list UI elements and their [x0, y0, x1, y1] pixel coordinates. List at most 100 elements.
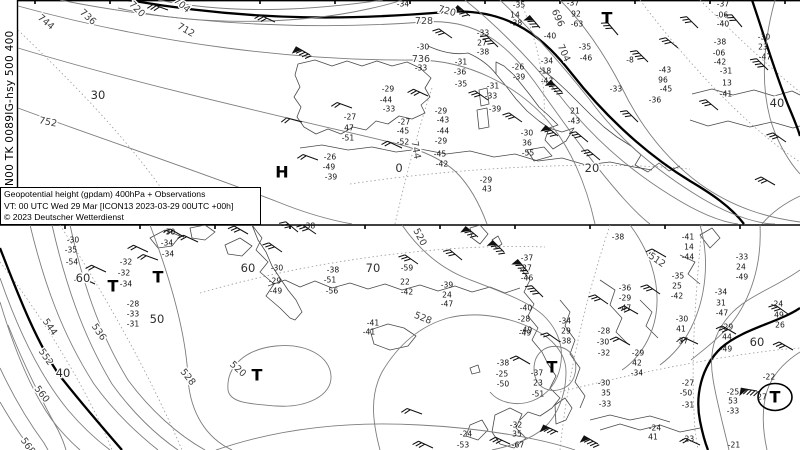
station-value: -24 [460, 430, 473, 439]
station-value: -34 [541, 57, 554, 66]
coastline-path [554, 397, 573, 425]
station-value: -47 [759, 53, 772, 62]
contour-label: 528 [178, 367, 198, 388]
contour-line [763, 0, 800, 175]
station-value: -27 [344, 113, 357, 122]
wind-barb-icon [699, 99, 719, 111]
station-value: -42 [671, 292, 684, 301]
bottom-contours [0, 224, 800, 450]
low-center-marker: T [252, 366, 263, 385]
wind-barb-icon [486, 239, 506, 255]
station-value: -40 [544, 32, 557, 41]
station-value: -30 [676, 315, 689, 324]
station-value: -34 [631, 369, 644, 378]
contour-label: 712 [175, 21, 196, 40]
station-value: 26 [775, 321, 785, 330]
station-value: -38 [714, 38, 727, 47]
station-value: -28 [518, 315, 531, 324]
station-value: 47 [344, 124, 354, 133]
station-value: -47 [716, 309, 729, 318]
station-value: -37 [531, 369, 544, 378]
station-value: -38 [327, 266, 340, 275]
station-value: -33 [599, 400, 612, 409]
station-value: -41 [363, 328, 376, 337]
contour-line [499, 0, 776, 225]
station-value: -31 [720, 67, 733, 76]
contour-line [29, 224, 159, 450]
contour-line [17, 47, 488, 225]
contour-line-bold [0, 247, 123, 450]
wind-barb-icon [640, 284, 661, 295]
contour-line [51, 224, 179, 450]
station-value: -29 [480, 176, 493, 185]
station-value: -32 [598, 349, 611, 358]
coastline-path [267, 279, 521, 294]
station-value: -34 [161, 239, 174, 248]
bottom-wind-barbs [74, 221, 794, 449]
graticule-line [699, 0, 800, 93]
coastline-path [465, 419, 489, 441]
top-graticule-labels: 30 0 20 40 [89, 87, 785, 177]
station-value: -46 [521, 274, 534, 283]
coastline-path [149, 229, 181, 249]
wind-barb-icon [137, 254, 159, 261]
station-value: -29 [382, 85, 395, 94]
station-value: -44 [682, 253, 695, 262]
wind-barb-icon [509, 355, 531, 365]
top-contours [17, 0, 800, 225]
wind-barb-icon [540, 124, 559, 137]
station-value: -43 [437, 116, 450, 125]
graticule-line [0, 261, 113, 450]
station-value: -54 [66, 258, 79, 267]
wind-barb-icon [679, 16, 699, 29]
station-value: 41 [648, 433, 658, 442]
graticule-label: 0 [395, 161, 402, 175]
coastline-path [526, 146, 553, 162]
contour-line [464, 0, 739, 225]
wind-barb-icon [629, 50, 649, 63]
wind-barb-icon [544, 79, 564, 95]
station-value: -49 [519, 329, 532, 338]
station-value: -33 [383, 105, 396, 114]
coastline-path [544, 127, 575, 150]
station-value: -21 [728, 441, 741, 450]
wind-barb-icon [468, 90, 489, 101]
station-value: -31 [127, 320, 140, 329]
station-value: -29 [435, 137, 448, 146]
station-value: -30 [758, 33, 771, 42]
graticule-line [199, 245, 546, 294]
station-value: -06 [716, 11, 729, 20]
station-value: 27 [522, 264, 532, 273]
station-value: -39 [441, 281, 454, 290]
contour-line [7, 324, 67, 450]
coastline-path [599, 279, 629, 345]
station-value: -34 [715, 288, 728, 297]
station-value: -30 [597, 338, 610, 347]
contour-line [157, 0, 384, 11]
station-value: -36 [649, 96, 662, 105]
wind-barb-icon [502, 112, 523, 123]
station-value: -33 [485, 92, 498, 101]
station-value: -39 [513, 73, 526, 82]
coastline-path [491, 407, 527, 449]
legend-valid-time: VT: 00 UTC Wed 29 Mar [ICON13 2023-03-29… [4, 200, 234, 211]
graticule-label: 60 [76, 271, 91, 285]
wind-barb-icon [609, 336, 631, 346]
station-value: -33 [127, 310, 140, 319]
station-value: -44 [380, 96, 393, 105]
station-value: -32 [120, 258, 133, 267]
coastline-path [427, 45, 497, 75]
closed-low-ring [757, 382, 793, 412]
coastline-path [469, 224, 489, 245]
coastline-path [699, 227, 721, 249]
station-value: -31 [455, 58, 468, 67]
station-value: 49 [774, 311, 784, 320]
top-pressure-centers: TH [275, 9, 612, 182]
station-value: -36 [454, 68, 467, 77]
station-value: 21 [570, 107, 580, 116]
contour-label: 520 [227, 359, 248, 379]
station-value: -38 [497, 359, 510, 368]
top-wind-barbs [147, 4, 787, 186]
station-value: -26 [324, 153, 337, 162]
station-value: -33 [415, 64, 428, 73]
